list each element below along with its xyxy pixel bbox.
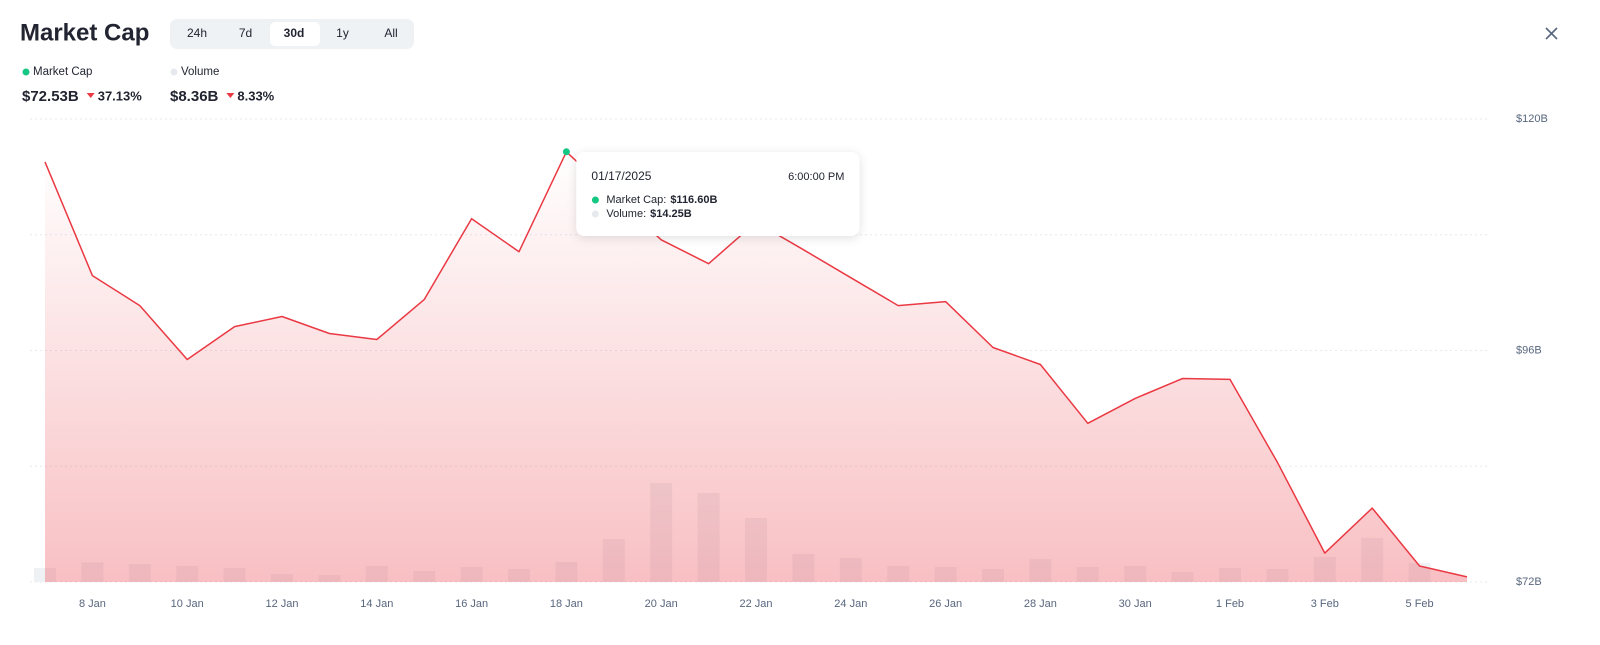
- tab[interactable]: 30d: [284, 26, 305, 40]
- x-tick-label: 24 Jan: [834, 598, 867, 610]
- legend-dot: [22, 68, 30, 76]
- x-tick-label: 28 Jan: [1024, 598, 1057, 610]
- tooltip-date: 01/17/2025: [591, 169, 651, 183]
- tab[interactable]: 7d: [239, 26, 252, 40]
- x-tick-label: 5 Feb: [1406, 598, 1434, 610]
- x-tick-label: 3 Feb: [1311, 598, 1339, 610]
- legend-dot: [170, 68, 178, 76]
- x-tick-label: 1 Feb: [1216, 598, 1244, 610]
- tooltip-time: 6:00:00 PM: [788, 171, 844, 183]
- x-tick-label: 20 Jan: [645, 598, 678, 610]
- tooltip-label: Market Cap:: [606, 194, 666, 206]
- tooltip-box: [576, 152, 860, 236]
- hover-point: [562, 148, 570, 156]
- x-tick-label: 22 Jan: [739, 598, 772, 610]
- tab[interactable]: 1y: [336, 26, 349, 40]
- x-tick-label: 30 Jan: [1119, 598, 1152, 610]
- tab-active-bg: [270, 22, 320, 46]
- summary-change: 37.13%: [98, 88, 143, 103]
- x-tick-label: 12 Jan: [265, 598, 298, 610]
- tooltip-dot: [591, 196, 599, 204]
- y-tick-label: $72B: [1516, 576, 1542, 588]
- tab[interactable]: 24h: [187, 26, 207, 40]
- x-tick-label: 10 Jan: [171, 598, 204, 610]
- x-tick-label: 14 Jan: [360, 598, 393, 610]
- summary-change: 8.33%: [237, 88, 274, 103]
- tooltip-label: Volume:: [606, 208, 646, 220]
- x-tick-label: 26 Jan: [929, 598, 962, 610]
- area: [45, 151, 1467, 583]
- tooltip: 01/17/2025 6:00:00 PM Market Cap: $116.60B V…: [576, 152, 860, 236]
- summary-value: $8.36B: [170, 88, 219, 105]
- y-tick-label: $120B: [1516, 113, 1548, 125]
- tab[interactable]: All: [384, 26, 397, 40]
- x-tick-label: 8 Jan: [79, 598, 106, 610]
- close-button[interactable]: [1545, 27, 1558, 40]
- down-arrow: [226, 93, 235, 98]
- tooltip-value: $14.25B: [650, 208, 692, 220]
- title: Market Cap: [20, 19, 149, 46]
- legend-label: Market Cap: [33, 66, 92, 78]
- summary-value: $72.53B: [22, 88, 79, 105]
- legend-label: Volume: [181, 66, 219, 78]
- y-tick-label: $96B: [1516, 344, 1542, 356]
- tooltip-dot: [591, 210, 599, 218]
- x-tick-label: 16 Jan: [455, 598, 488, 610]
- down-arrow: [86, 93, 95, 98]
- tooltip-value: $116.60B: [670, 194, 717, 206]
- x-tick-label: 18 Jan: [550, 598, 583, 610]
